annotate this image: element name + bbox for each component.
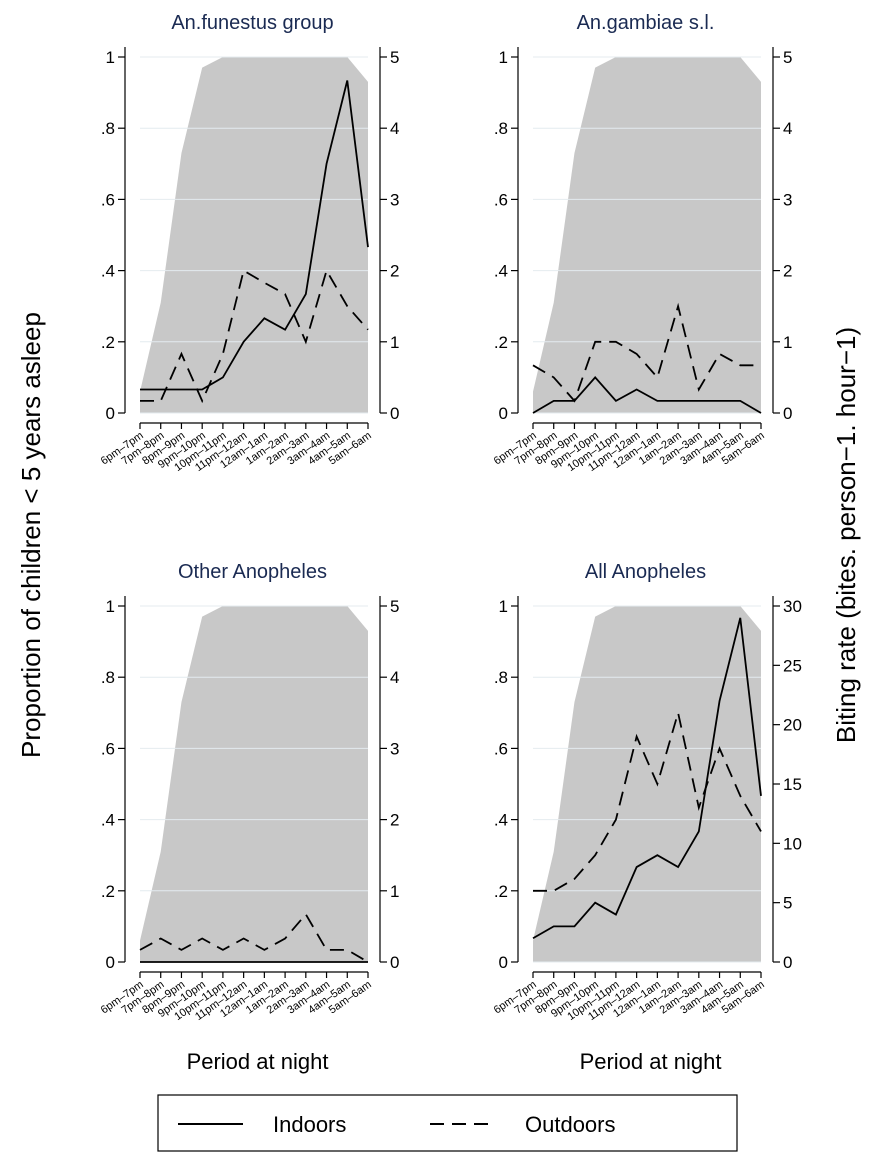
y2-tick-label: 1	[390, 333, 399, 352]
y2-tick-label: 25	[783, 656, 802, 675]
y-tick-label: 0	[106, 404, 115, 423]
area	[533, 606, 761, 962]
series-line	[532, 376, 762, 414]
y-tick-label: .4	[101, 262, 115, 281]
y2-tick-label: 3	[783, 190, 792, 209]
y-tick-label: .6	[494, 190, 508, 209]
panel-title: An.gambiae s.l.	[577, 12, 715, 34]
y2-tick-label: 30	[783, 597, 802, 616]
y-tick-label: 0	[499, 953, 508, 972]
y2-tick-label: 5	[783, 48, 792, 67]
y-tick-label: .8	[101, 119, 115, 138]
y2-axis-label: Biting rate (bites. person−1. hour−1)	[831, 327, 861, 743]
series-line	[140, 268, 369, 404]
series-line	[139, 912, 369, 963]
y-tick-label: .8	[494, 119, 508, 138]
area	[140, 606, 368, 962]
y2-tick-label: 2	[390, 811, 399, 830]
series-line	[140, 80, 369, 391]
y2-tick-label: 10	[783, 834, 802, 853]
y2-tick-label: 4	[783, 119, 792, 138]
y2-tick-label: 2	[390, 262, 399, 281]
panel-title: An.funestus group	[171, 12, 333, 34]
y2-tick-label: 4	[390, 119, 399, 138]
y2-tick-label: 0	[390, 953, 399, 972]
y-axis-label: Proportion of children < 5 years asleep	[16, 312, 46, 758]
y2-tick-label: 1	[390, 882, 399, 901]
y-tick-label: .8	[494, 668, 508, 687]
y-tick-label: 1	[106, 597, 115, 616]
series-line	[532, 617, 762, 940]
legend-box	[157, 1094, 738, 1152]
area	[533, 57, 761, 413]
y-tick-label: 0	[106, 953, 115, 972]
y2-tick-label: 15	[783, 775, 802, 794]
y-tick-label: 1	[499, 597, 508, 616]
y2-tick-label: 3	[390, 739, 399, 758]
y2-tick-label: 5	[783, 894, 792, 913]
y-tick-label: 1	[499, 48, 508, 67]
y-tick-label: .4	[494, 262, 508, 281]
y-tick-label: .2	[101, 333, 115, 352]
y-tick-label: .6	[101, 739, 115, 758]
x-axis-label: Period at night	[580, 1049, 722, 1074]
y-tick-label: .4	[101, 811, 115, 830]
series-line	[532, 302, 761, 403]
y2-tick-label: 20	[783, 716, 802, 735]
y-tick-label: 0	[499, 404, 508, 423]
y2-tick-label: 0	[390, 404, 399, 423]
legend-label: Indoors	[273, 1112, 346, 1137]
panel-title: Other Anopheles	[178, 561, 327, 583]
y-tick-label: .2	[494, 333, 508, 352]
y2-tick-label: 1	[783, 333, 792, 352]
y-tick-label: .2	[101, 882, 115, 901]
y2-tick-label: 2	[783, 262, 792, 281]
y2-tick-label: 4	[390, 668, 399, 687]
x-axis-label: Period at night	[187, 1049, 329, 1074]
panel-title: All Anopheles	[585, 561, 706, 583]
y2-tick-label: 5	[390, 597, 399, 616]
y2-tick-label: 0	[783, 404, 792, 423]
y-tick-label: .8	[101, 668, 115, 687]
series-line	[533, 712, 762, 892]
y-tick-label: 1	[106, 48, 115, 67]
y2-tick-label: 5	[390, 48, 399, 67]
y-tick-label: .6	[101, 190, 115, 209]
y2-tick-label: 0	[783, 953, 792, 972]
y-tick-label: .6	[494, 739, 508, 758]
legend-label: Outdoors	[525, 1112, 616, 1137]
y-tick-label: .2	[494, 882, 508, 901]
y2-tick-label: 3	[390, 190, 399, 209]
y-tick-label: .4	[494, 811, 508, 830]
